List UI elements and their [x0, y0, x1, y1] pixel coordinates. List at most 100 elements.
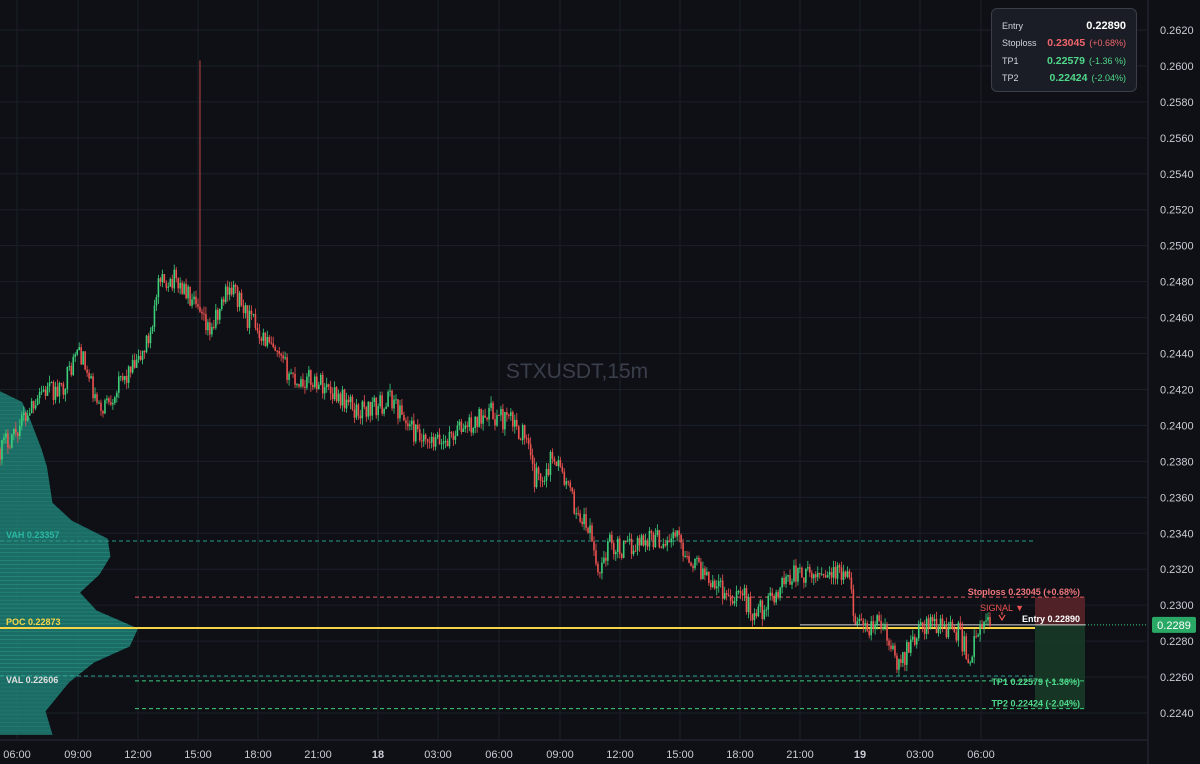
candle-body [246, 305, 249, 328]
candle-body [634, 550, 637, 552]
candle-body [696, 557, 698, 559]
price-axis[interactable]: 0.2240 0.2260 0.2280 0.2300 0.2320 0.2340 0.23… [1152, 25, 1196, 720]
candle-body [913, 636, 916, 645]
candle-body [965, 636, 968, 660]
candle-body [824, 575, 827, 578]
candle-body [329, 386, 332, 394]
candle-body [919, 622, 922, 626]
candle-body [820, 574, 823, 576]
candle-body [317, 384, 320, 390]
candle-body [575, 513, 577, 515]
candle-body [161, 274, 164, 283]
candle-body [250, 310, 253, 315]
candle-body [508, 414, 510, 416]
candle-body [896, 655, 898, 670]
candle-body [987, 616, 989, 621]
candle-body [630, 538, 633, 555]
candle-body [702, 568, 704, 580]
time-axis[interactable]: 06:00 09:00 12:00 15:00 18:00 21:00 18 03:00 06:… [3, 749, 995, 761]
candle-body [331, 393, 334, 400]
candle-body [686, 555, 688, 557]
candle-body [133, 360, 136, 368]
candle-body [674, 532, 676, 537]
candle-body [118, 376, 120, 393]
candle-body [603, 557, 605, 563]
candle-body [646, 540, 649, 547]
candle-body [440, 443, 443, 445]
candle-body [502, 408, 504, 430]
candle-body [254, 314, 257, 328]
candle-body [898, 659, 900, 670]
candle-body [729, 596, 732, 601]
candle-body [676, 530, 678, 537]
candle-body [870, 621, 872, 636]
time-tick-label: 18:00 [726, 749, 754, 761]
candle-body [531, 455, 534, 464]
candle-body [137, 355, 140, 360]
candle-body [779, 587, 781, 598]
candle-body [363, 401, 366, 408]
candle-body [211, 326, 213, 335]
candle-body [832, 567, 835, 578]
candle-body [638, 538, 641, 546]
price-tick-label: 0.2440 [1160, 349, 1194, 361]
candle-body [434, 437, 437, 447]
candle-body [985, 620, 987, 622]
time-tick-label: 09:00 [64, 749, 92, 761]
candle-body [416, 424, 419, 430]
candle-body [393, 399, 395, 409]
candle-body [260, 338, 263, 341]
time-tick-label: 12:00 [606, 749, 634, 761]
candle-body [781, 578, 783, 588]
candle-body [783, 578, 785, 585]
candle-body [155, 297, 158, 306]
tp2-label: TP2 [1002, 73, 1019, 84]
candle-body [444, 440, 447, 442]
candle-body [195, 296, 197, 305]
candle-body [169, 278, 172, 287]
time-tick-label: 06:00 [485, 749, 513, 761]
candle-body [656, 530, 659, 535]
candle-body [777, 592, 779, 598]
candle-body [296, 384, 298, 386]
candle-body [735, 591, 738, 602]
candle-body [139, 355, 142, 360]
candle-body [856, 621, 859, 625]
candle-body [660, 547, 663, 549]
candle-body [179, 282, 181, 289]
candle-body [68, 365, 71, 367]
candle-body [454, 435, 457, 440]
level-label-entry: Entry 0.22890 [1022, 614, 1080, 624]
candle-body [125, 375, 128, 383]
candle-body [812, 574, 815, 579]
candle-body [220, 299, 223, 310]
candle-body [963, 636, 966, 652]
candle-body [539, 473, 542, 481]
candle-body [791, 581, 793, 585]
candle-body [72, 356, 75, 376]
price-tick-label: 0.2480 [1160, 277, 1194, 289]
candle-body [288, 373, 290, 380]
candle-body [662, 544, 665, 548]
candle-body [749, 596, 752, 615]
time-tick-label: 21:00 [304, 749, 332, 761]
candle-body [648, 530, 651, 547]
candle-body [527, 438, 530, 445]
time-tick-label: 03:00 [424, 749, 452, 761]
candle-body [614, 552, 617, 555]
candle-body [801, 567, 803, 578]
candle-body [690, 562, 692, 566]
price-tick-label: 0.2260 [1160, 672, 1194, 684]
candle-body [268, 337, 271, 343]
candle-body [383, 408, 385, 414]
candle-body [94, 394, 96, 399]
price-tick-label: 0.2600 [1160, 61, 1194, 73]
candle-body [712, 580, 714, 588]
candle-body [52, 382, 55, 400]
candle-body [349, 396, 352, 403]
candle-body [343, 389, 346, 409]
candle-body [805, 568, 807, 583]
candle-body [927, 618, 930, 628]
candle-body [377, 406, 379, 416]
